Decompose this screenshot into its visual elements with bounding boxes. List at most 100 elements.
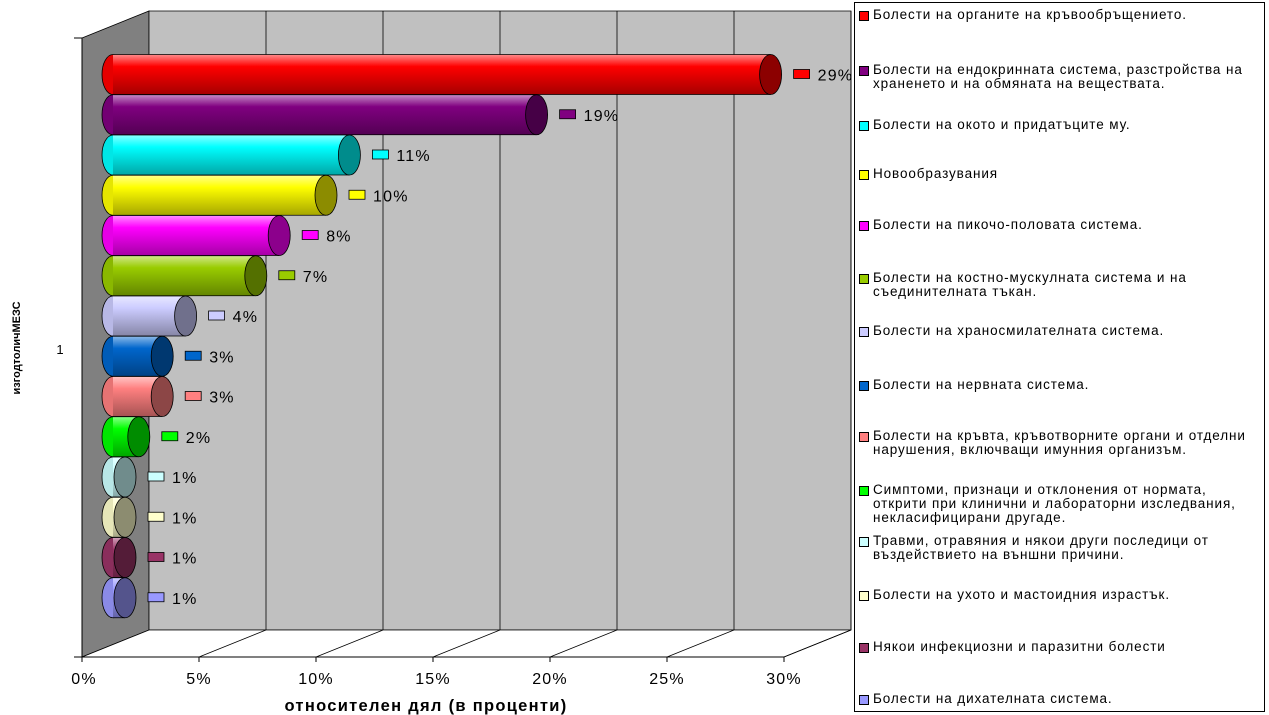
data-label-key xyxy=(301,230,319,240)
gridline xyxy=(666,629,735,658)
data-label-key xyxy=(278,270,296,281)
legend-item: Болести на кръвта, кръвотворните органи … xyxy=(859,428,1265,457)
legend-item: Болести на дихателната система. xyxy=(859,691,1265,706)
data-label: 1% xyxy=(172,470,198,487)
data-label-key xyxy=(184,350,202,361)
legend-swatch xyxy=(859,486,869,496)
bar xyxy=(101,54,782,95)
legend-swatch xyxy=(859,170,869,180)
legend-swatch xyxy=(859,66,869,76)
legend-item: Травми, отравяния и някои други последиц… xyxy=(859,533,1265,562)
bar xyxy=(101,496,137,538)
gridline xyxy=(549,629,618,658)
legend-item: Някои инфекциозни и паразитни болести xyxy=(859,639,1265,654)
bars xyxy=(101,54,782,619)
data-label-key xyxy=(161,431,179,442)
x-tick-label: 30% xyxy=(766,671,802,688)
x-axis-title: относителен дял (в проценти) xyxy=(284,697,567,715)
legend-item: Симптоми, признаци и отклонения от норма… xyxy=(859,482,1265,525)
data-label: 3% xyxy=(209,390,235,407)
x-tick-label: 10% xyxy=(298,671,334,688)
data-label: 10% xyxy=(373,188,409,205)
legend-label: Болести на кръвта, кръвотворните органи … xyxy=(873,428,1246,457)
legend-label: Някои инфекциозни и паразитни болести xyxy=(873,639,1166,654)
data-label: 29% xyxy=(818,68,854,85)
legend-item: Болести на пикочо-половата система. xyxy=(859,217,1265,232)
bar xyxy=(101,577,137,619)
legend-item: Болести на ухото и мастоидния израстък. xyxy=(859,587,1265,602)
legend-swatch xyxy=(859,591,869,601)
data-label: 4% xyxy=(233,309,259,326)
data-label-key xyxy=(147,552,165,562)
data-label: 2% xyxy=(186,430,212,447)
legend-label: Болести на ухото и мастоидния израстък. xyxy=(873,587,1170,602)
bar xyxy=(101,416,151,458)
data-label-key xyxy=(793,69,810,79)
bar xyxy=(101,335,174,377)
legend-item: Новообразувания xyxy=(859,166,1265,181)
data-label: 1% xyxy=(172,591,198,608)
x-tick-label: 5% xyxy=(186,671,212,688)
legend-item: Болести на ендокринната система, разстро… xyxy=(859,62,1265,91)
legend-swatch xyxy=(859,432,869,442)
legend-label: Болести на органите на кръвообръщението. xyxy=(873,7,1187,22)
data-label: 8% xyxy=(326,229,352,246)
bar xyxy=(101,255,268,297)
legend-swatch xyxy=(859,221,869,231)
bar xyxy=(101,215,291,256)
x-tick-label: 25% xyxy=(649,671,685,688)
legend-swatch xyxy=(859,643,869,653)
bar xyxy=(101,174,338,216)
bar xyxy=(101,537,137,578)
x-tick-label: 0% xyxy=(71,671,97,688)
legend-swatch xyxy=(859,121,869,131)
data-label: 3% xyxy=(209,349,235,366)
gridline xyxy=(783,629,852,658)
legend-item: Болести на костно-мускулната система и н… xyxy=(859,270,1265,299)
legend-label: Болести на окото и придатъците му. xyxy=(873,117,1131,132)
gridline xyxy=(198,629,267,658)
legend-swatch xyxy=(859,274,869,284)
bar xyxy=(101,94,548,136)
legend-label: Болести на ендокринната система, разстро… xyxy=(873,62,1243,91)
legend-label: Болести на костно-мускулната система и н… xyxy=(873,270,1187,299)
bar xyxy=(101,134,361,176)
chart: 29%19%11%10%8%7%4%3%3%2%1%1%1%1% 0% 5% 10%… xyxy=(11,10,854,715)
x-tick-label: 15% xyxy=(415,671,451,688)
legend-swatch xyxy=(859,537,869,547)
x-tick-label: 20% xyxy=(532,671,568,688)
legend-swatch xyxy=(859,695,869,705)
legend-label: Симптоми, признаци и отклонения от норма… xyxy=(873,482,1236,525)
legend-label: Болести на нервната система. xyxy=(873,377,1090,392)
data-label-key xyxy=(348,189,366,200)
data-label-key xyxy=(147,511,165,522)
legend-label: Болести на дихателната система. xyxy=(873,691,1113,706)
legend-label: Болести на пикочо-половата система. xyxy=(873,217,1143,232)
data-label-key xyxy=(184,391,202,401)
legend-item: Болести на окото и придатъците му. xyxy=(859,117,1265,132)
data-label: 11% xyxy=(396,148,430,165)
bar xyxy=(101,376,174,417)
data-label-key xyxy=(147,592,165,603)
gridline xyxy=(315,629,384,658)
y-axis-title: изгодтоличМЕЗС xyxy=(11,301,23,394)
data-label-key xyxy=(559,109,576,120)
data-label-key xyxy=(147,471,165,482)
bar xyxy=(101,456,137,498)
legend-label: Болести на храносмилателната система. xyxy=(873,323,1165,338)
legend-item: Болести на нервната система. xyxy=(859,377,1265,392)
data-labels: 29% 19% 11% 10% 8% 7% 4% 3% 3% 2% 1% 1% 1% 1% xyxy=(147,68,854,608)
data-label: 19% xyxy=(584,108,620,125)
data-label-key xyxy=(208,310,226,321)
legend-swatch xyxy=(859,11,869,21)
data-label: 1% xyxy=(172,510,198,527)
legend-swatch xyxy=(859,327,869,337)
data-label: 7% xyxy=(303,269,329,286)
legend-item: Болести на храносмилателната система. xyxy=(859,323,1265,338)
legend-label: Травми, отравяния и някои други последиц… xyxy=(873,533,1209,562)
legend-label: Новообразувания xyxy=(873,166,999,181)
data-label-key xyxy=(371,149,389,160)
axes: 0% 5% 10% 15% 20% 25% 30% xyxy=(71,37,802,688)
category-tick-label: 1 xyxy=(56,342,63,357)
legend-item: Болести на органите на кръвообръщението. xyxy=(859,7,1265,22)
